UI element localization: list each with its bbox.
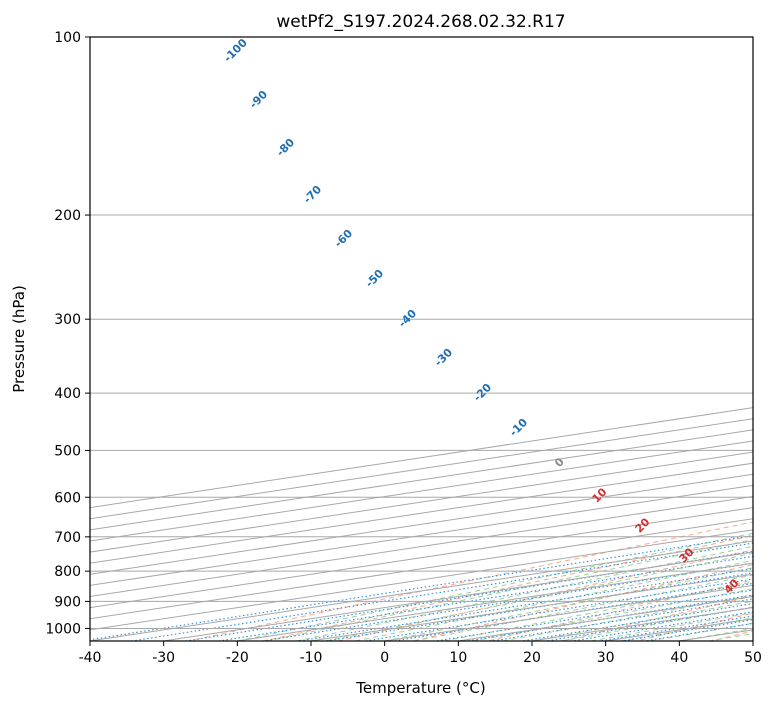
dry-adiabat-line bbox=[261, 535, 753, 641]
plot-frame bbox=[89, 36, 754, 642]
moist-adiabat-line bbox=[473, 588, 753, 641]
isotherm-line bbox=[90, 496, 753, 598]
isotherm-line bbox=[90, 529, 753, 631]
x-axis-label: Temperature (°C) bbox=[355, 679, 485, 697]
y-tick-label: 200 bbox=[54, 208, 81, 224]
isotherm-line bbox=[90, 507, 753, 609]
y-tick-label: 400 bbox=[54, 386, 81, 402]
y-tick-label: 300 bbox=[54, 312, 81, 328]
moist-adiabat-line bbox=[355, 559, 753, 641]
moist-adiabat-line bbox=[414, 574, 753, 641]
chart-title: wetPf2_S197.2024.268.02.32.R17 bbox=[276, 12, 565, 32]
isotherm-line bbox=[90, 473, 753, 575]
mixing-ratio-line bbox=[432, 589, 753, 641]
isotherm-line bbox=[90, 440, 753, 542]
x-tick-label: 0 bbox=[380, 650, 389, 666]
x-tick-label: 40 bbox=[670, 650, 688, 666]
x-tick-label: 20 bbox=[523, 650, 541, 666]
y-tick-label: 1000 bbox=[45, 621, 81, 637]
mixing-ratio-line bbox=[90, 534, 753, 641]
isotherm-line bbox=[90, 518, 753, 620]
y-tick-label: 500 bbox=[54, 443, 81, 459]
mixing-ratio-line bbox=[128, 542, 753, 641]
moist-adiabat-line bbox=[325, 552, 753, 641]
isotherm-line bbox=[90, 462, 753, 564]
y-tick-label: 600 bbox=[54, 490, 81, 506]
x-tick-label: -10 bbox=[300, 650, 323, 666]
y-tick-label: 100 bbox=[54, 30, 81, 46]
y-tick-label: 700 bbox=[54, 530, 81, 546]
y-axis-label: Pressure (hPa) bbox=[10, 285, 28, 393]
x-tick-label: -40 bbox=[79, 650, 102, 666]
x-tick-label: -30 bbox=[152, 650, 175, 666]
y-tick-label: 900 bbox=[54, 594, 81, 610]
axes: -40 -30 -20 -10 0 10 20 30 40 50 1000 900 800 700 600 5… bbox=[45, 30, 762, 666]
x-tick-label: 10 bbox=[449, 650, 467, 666]
isotherm-line bbox=[90, 451, 753, 553]
isotherm-line bbox=[90, 484, 753, 586]
y-tick-label: 800 bbox=[54, 564, 81, 580]
mixing-ratio-line bbox=[182, 550, 753, 641]
mixing-ratio-line bbox=[361, 578, 753, 641]
x-tick-label: 30 bbox=[597, 650, 615, 666]
x-tick-label: 50 bbox=[744, 650, 762, 666]
x-tick-label: -20 bbox=[226, 650, 249, 666]
